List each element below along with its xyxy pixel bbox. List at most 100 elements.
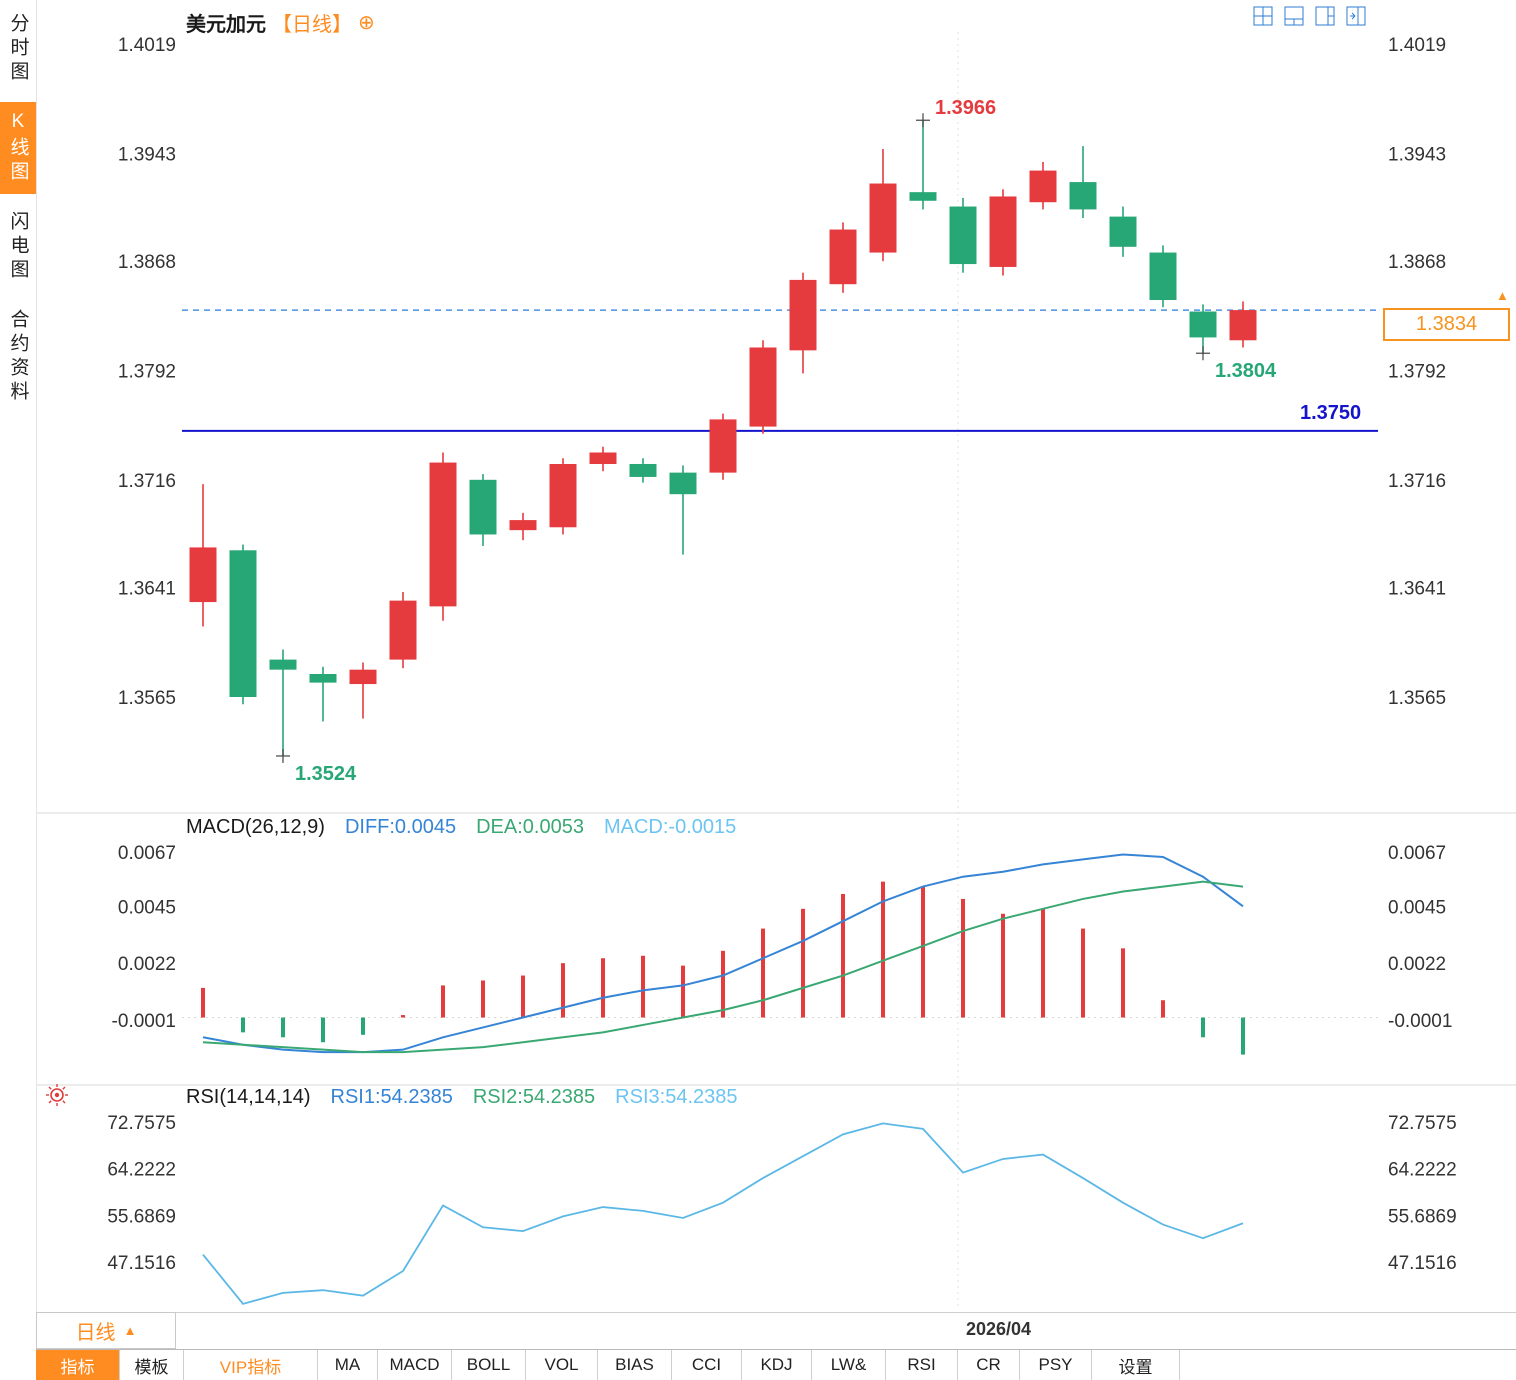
tab-PSY[interactable]: PSY: [1020, 1350, 1092, 1380]
layout-quad-icon[interactable]: [1253, 6, 1273, 26]
rsi-axis-label-right: 55.6869: [1388, 1206, 1457, 1227]
candle-body: [789, 279, 817, 351]
tab-MA[interactable]: MA: [318, 1350, 378, 1380]
tab-LW&[interactable]: LW&: [812, 1350, 886, 1380]
candle-body: [589, 452, 617, 464]
sidebar-item-label: 闪电图: [7, 211, 29, 283]
macd-bar: [641, 955, 645, 1018]
tab-设置[interactable]: 设置: [1092, 1350, 1180, 1380]
candle-body: [1109, 216, 1137, 247]
macd-axis-label-left: -0.0001: [112, 1011, 176, 1032]
macd-title: MACD(26,12,9): [186, 816, 325, 838]
candle-body: [909, 192, 937, 201]
symbol-name: 美元加元: [186, 14, 266, 36]
candle-body: [469, 479, 497, 535]
price-axis-label-right: 1.4019: [1388, 35, 1446, 56]
tab-CR[interactable]: CR: [958, 1350, 1020, 1380]
tab-VIP指标[interactable]: VIP指标: [184, 1350, 318, 1380]
tab-模板[interactable]: 模板: [120, 1350, 184, 1380]
candle-body: [669, 472, 697, 495]
rsi-axis-label-left: 55.6869: [107, 1206, 176, 1227]
rsi-axis-label-right: 64.2222: [1388, 1160, 1457, 1181]
sidebar-item-label: K线图: [7, 111, 29, 185]
macd-bar: [201, 987, 205, 1018]
time-axis[interactable]: 2026/04: [36, 1312, 1516, 1349]
support-line-label: 1.3750: [1300, 402, 1362, 424]
layout-split-icon[interactable]: [1346, 6, 1366, 26]
tab-指标[interactable]: 指标: [36, 1350, 120, 1380]
macd-bar: [1041, 908, 1045, 1018]
macd-header: MACD(26,12,9) DIFF:0.0045 DEA:0.0053 MAC…: [186, 816, 736, 839]
tab-CCI[interactable]: CCI: [672, 1350, 742, 1380]
candle-body: [949, 206, 977, 265]
price-axis-label-left: 1.3792: [118, 362, 176, 383]
rsi3-value: RSI3:54.2385: [615, 1086, 738, 1108]
price-axis-label-left: 1.3641: [118, 579, 176, 600]
indicator-marker-icon[interactable]: [44, 1082, 70, 1108]
candle-body: [309, 673, 337, 683]
macd-axis-label-right: 0.0045: [1388, 897, 1446, 918]
layout-right-panel-icon[interactable]: [1315, 6, 1335, 26]
macd-bar: [1241, 1017, 1245, 1055]
price-axis-label-right: 1.3716: [1388, 471, 1446, 492]
macd-diff-value: DIFF:0.0045: [344, 816, 457, 838]
macd-macd-value: MACD:-0.0015: [603, 816, 737, 838]
rsi-header: RSI(14,14,14) RSI1:54.2385 RSI2:54.2385 …: [186, 1086, 738, 1109]
candle-body: [269, 659, 297, 670]
macd-bar: [401, 1015, 405, 1018]
macd-bar: [801, 908, 805, 1018]
tab-MACD[interactable]: MACD: [378, 1350, 452, 1380]
macd-bar: [321, 1017, 325, 1043]
period-selector[interactable]: 日线 ▲: [36, 1312, 176, 1349]
sidebar-item-contract-info[interactable]: 合约资料: [0, 300, 36, 414]
price-axis-label-right: 1.3565: [1388, 688, 1446, 709]
sidebar-item-lightning-chart[interactable]: 闪电图: [0, 202, 36, 292]
rsi-axis-label-right: 47.1516: [1388, 1253, 1457, 1274]
left-sidebar: 分时图 K线图 闪电图 合约资料: [0, 0, 37, 1312]
price-axis-label-left: 1.3565: [118, 688, 176, 709]
macd-bar: [561, 963, 565, 1018]
rsi-axis-label-left: 64.2222: [107, 1160, 176, 1181]
period-selector-label: 日线: [75, 1322, 116, 1344]
macd-bar: [241, 1017, 245, 1033]
rsi-line: [202, 1122, 1244, 1305]
candle-body: [1189, 311, 1217, 338]
candle-body: [749, 347, 777, 427]
tab-BIAS[interactable]: BIAS: [598, 1350, 672, 1380]
period-tag: 【日线】: [272, 14, 352, 36]
macd-dea-line: [202, 880, 1244, 1054]
macd-bar: [1001, 913, 1005, 1018]
time-axis-date: 2026/04: [966, 1319, 1032, 1339]
layout-bottom-panel-icon[interactable]: [1284, 6, 1304, 26]
candle-body: [349, 669, 377, 685]
candle-body: [629, 463, 657, 477]
sidebar-item-timeshare-chart[interactable]: 分时图: [0, 4, 36, 94]
current-price-badge: 1.3834: [1383, 308, 1510, 341]
sidebar-item-label: 分时图: [7, 13, 29, 85]
price-axis-label-left: 1.3868: [118, 252, 176, 273]
macd-bar: [1121, 948, 1125, 1018]
candle-body: [229, 550, 257, 697]
macd-bar: [481, 980, 485, 1018]
price-axis-label-left: 1.4019: [118, 35, 176, 56]
tab-KDJ[interactable]: KDJ: [742, 1350, 812, 1380]
candle-body: [1149, 252, 1177, 301]
macd-bar: [921, 886, 925, 1018]
add-indicator-icon[interactable]: ⊕: [358, 12, 375, 34]
tab-BOLL[interactable]: BOLL: [452, 1350, 526, 1380]
chevron-up-icon: ▲: [123, 1323, 137, 1338]
macd-axis-label-left: 0.0067: [118, 843, 176, 864]
macd-axis-label-left: 0.0022: [118, 954, 176, 975]
indicator-tab-bar: 指标 模板 VIP指标 MA MACD BOLL VOL BIAS CCI KDJ LW& RSI CR…: [36, 1349, 1516, 1380]
macd-bar: [1081, 928, 1085, 1018]
price-axis-label-right: 1.3641: [1388, 579, 1446, 600]
price-axis-label-right: 1.3868: [1388, 252, 1446, 273]
candle-body: [189, 547, 217, 603]
price-axis-label-right: 1.3792: [1388, 362, 1446, 383]
sidebar-item-kline-chart[interactable]: K线图: [0, 102, 36, 194]
rsi-title: RSI(14,14,14): [186, 1086, 311, 1108]
tab-VOL[interactable]: VOL: [526, 1350, 598, 1380]
tab-RSI[interactable]: RSI: [886, 1350, 958, 1380]
